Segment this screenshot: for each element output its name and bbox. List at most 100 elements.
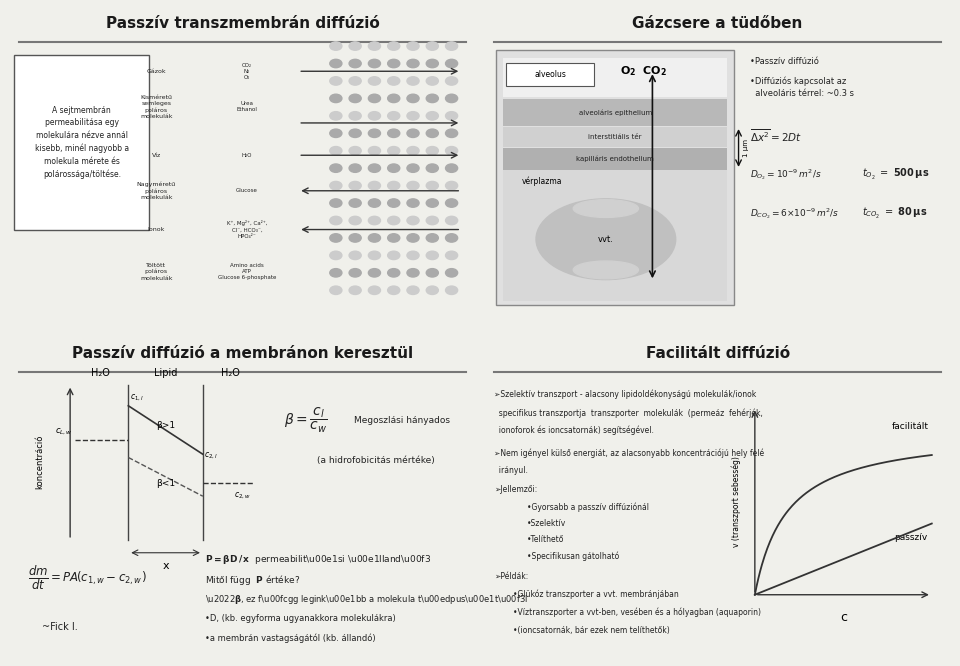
Circle shape bbox=[407, 77, 420, 85]
Text: Amino acids
ATP
Glucose 6-phosphate: Amino acids ATP Glucose 6-phosphate bbox=[218, 263, 276, 280]
Text: Gázok: Gázok bbox=[147, 69, 166, 74]
Text: •Gyorsabb a passzív diffúziónál: •Gyorsabb a passzív diffúziónál bbox=[527, 503, 649, 512]
Circle shape bbox=[369, 164, 380, 172]
Circle shape bbox=[388, 268, 399, 277]
Circle shape bbox=[369, 147, 380, 155]
Circle shape bbox=[369, 94, 380, 103]
Ellipse shape bbox=[573, 261, 638, 279]
Text: $\dfrac{dm}{dt} = PA\!\left(c_{1,w} - c_{2,w}\right)$: $\dfrac{dm}{dt} = PA\!\left(c_{1,w} - c_… bbox=[28, 565, 147, 593]
Circle shape bbox=[369, 251, 380, 260]
Text: Urea
Ethanol: Urea Ethanol bbox=[236, 101, 257, 113]
Circle shape bbox=[426, 147, 439, 155]
Text: β<1: β<1 bbox=[156, 479, 175, 488]
Circle shape bbox=[426, 164, 439, 172]
Text: H₂O: H₂O bbox=[222, 368, 240, 378]
Circle shape bbox=[407, 268, 420, 277]
Circle shape bbox=[426, 94, 439, 103]
Circle shape bbox=[369, 199, 380, 207]
Text: 1 μm: 1 μm bbox=[743, 139, 749, 157]
Text: β>1: β>1 bbox=[156, 421, 175, 430]
Circle shape bbox=[407, 129, 420, 137]
Circle shape bbox=[407, 286, 420, 294]
Circle shape bbox=[388, 59, 399, 68]
Circle shape bbox=[426, 251, 439, 260]
Circle shape bbox=[445, 42, 458, 50]
Circle shape bbox=[407, 199, 420, 207]
Text: H₂O: H₂O bbox=[91, 368, 109, 378]
Circle shape bbox=[445, 199, 458, 207]
Circle shape bbox=[330, 129, 342, 137]
Ellipse shape bbox=[573, 200, 638, 217]
Circle shape bbox=[349, 94, 361, 103]
Text: •Passzív diffúzió: •Passzív diffúzió bbox=[750, 57, 819, 66]
Circle shape bbox=[369, 286, 380, 294]
Text: Megoszlási hányados: Megoszlási hányados bbox=[354, 416, 450, 425]
Circle shape bbox=[426, 77, 439, 85]
FancyBboxPatch shape bbox=[503, 170, 727, 300]
Circle shape bbox=[388, 286, 399, 294]
Text: Víz: Víz bbox=[152, 153, 161, 158]
Circle shape bbox=[330, 199, 342, 207]
Circle shape bbox=[388, 216, 399, 224]
Circle shape bbox=[330, 112, 342, 120]
Text: ➢Szelektív transzport - alacsony lipidoldékonyságú molekulák/ionok: ➢Szelektív transzport - alacsony lipidol… bbox=[494, 390, 756, 399]
Circle shape bbox=[349, 181, 361, 190]
Circle shape bbox=[330, 181, 342, 190]
Circle shape bbox=[330, 251, 342, 260]
Circle shape bbox=[445, 251, 458, 260]
Circle shape bbox=[349, 112, 361, 120]
Text: ~Fick I.: ~Fick I. bbox=[42, 622, 78, 632]
Text: facilitált: facilitált bbox=[892, 422, 929, 432]
Text: Ionok: Ionok bbox=[148, 227, 165, 232]
Text: $\overline{\Delta x^2} = 2Dt$: $\overline{\Delta x^2} = 2Dt$ bbox=[750, 128, 803, 144]
Text: koncentráció: koncentráció bbox=[36, 435, 44, 490]
Text: kapilláris endothelium: kapilláris endothelium bbox=[576, 156, 654, 162]
Circle shape bbox=[426, 268, 439, 277]
Text: v (transzport sebesség): v (transzport sebesség) bbox=[732, 456, 741, 547]
Circle shape bbox=[330, 59, 342, 68]
Circle shape bbox=[330, 94, 342, 103]
Ellipse shape bbox=[536, 199, 676, 280]
FancyBboxPatch shape bbox=[503, 127, 727, 147]
Circle shape bbox=[349, 164, 361, 172]
Text: \u2022$\mathbf{\beta}$, ez f\u00fcgg legink\u00e1bb a molekula t\u00edpus\u00e1t: \u2022$\mathbf{\beta}$, ez f\u00fcgg leg… bbox=[205, 593, 528, 606]
FancyBboxPatch shape bbox=[14, 55, 150, 230]
Circle shape bbox=[349, 199, 361, 207]
FancyBboxPatch shape bbox=[503, 148, 727, 170]
FancyBboxPatch shape bbox=[503, 99, 727, 126]
Text: $D_{O_2} = 10^{-9}\,m^2/s$: $D_{O_2} = 10^{-9}\,m^2/s$ bbox=[750, 167, 822, 182]
Text: $t_{O_2}\ =\ \mathbf{500\,\mu s}$: $t_{O_2}\ =\ \mathbf{500\,\mu s}$ bbox=[862, 167, 929, 182]
Circle shape bbox=[426, 42, 439, 50]
Circle shape bbox=[426, 199, 439, 207]
Text: vvt.: vvt. bbox=[598, 234, 613, 244]
Circle shape bbox=[407, 216, 420, 224]
Circle shape bbox=[330, 42, 342, 50]
Text: Töltött
poláros
molekulák: Töltött poláros molekulák bbox=[140, 262, 173, 280]
Text: Gázcsere a tüdőben: Gázcsere a tüdőben bbox=[633, 17, 803, 31]
Text: (a hidrofobicitás mértéke): (a hidrofobicitás mértéke) bbox=[317, 456, 435, 465]
Circle shape bbox=[445, 164, 458, 172]
Circle shape bbox=[407, 147, 420, 155]
Text: irányul.: irányul. bbox=[494, 466, 528, 475]
Text: Nagyméretű
poláros
molekulák: Nagyméretű poláros molekulák bbox=[136, 182, 176, 200]
Text: Passzív diffúzió a membránon keresztül: Passzív diffúzió a membránon keresztül bbox=[72, 346, 413, 361]
Circle shape bbox=[445, 268, 458, 277]
Circle shape bbox=[349, 216, 361, 224]
Circle shape bbox=[330, 77, 342, 85]
Circle shape bbox=[349, 234, 361, 242]
Circle shape bbox=[349, 77, 361, 85]
Circle shape bbox=[388, 164, 399, 172]
Circle shape bbox=[330, 268, 342, 277]
Circle shape bbox=[388, 181, 399, 190]
Text: x: x bbox=[162, 561, 169, 571]
Circle shape bbox=[349, 129, 361, 137]
Text: Glucose: Glucose bbox=[236, 188, 258, 193]
Text: •D, (kb. egyforma ugyanakkora molekulákra): •D, (kb. egyforma ugyanakkora molekulákr… bbox=[205, 615, 396, 623]
Circle shape bbox=[388, 199, 399, 207]
Text: passzív: passzív bbox=[894, 533, 927, 542]
Circle shape bbox=[445, 216, 458, 224]
Circle shape bbox=[388, 251, 399, 260]
Circle shape bbox=[445, 234, 458, 242]
Circle shape bbox=[407, 164, 420, 172]
Circle shape bbox=[349, 147, 361, 155]
